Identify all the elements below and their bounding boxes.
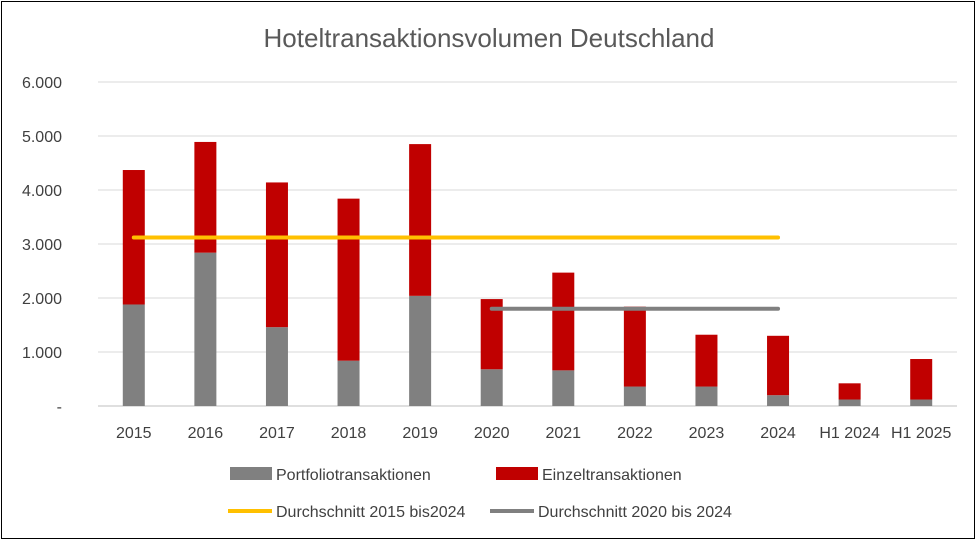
y-tick-label: 2.000 — [22, 291, 62, 308]
bar-portfoliotransaktionen — [838, 399, 861, 406]
y-tick-label: 3.000 — [22, 237, 62, 254]
bar-einzeltransaktionen — [910, 359, 933, 400]
legend: Portfoliotransaktionen Einzeltransaktione… — [228, 467, 732, 521]
x-tick-label: 2020 — [474, 425, 510, 442]
x-axis-ticks: 2015 2016 2017 2018 2019 2020 2021 2022 2023 2024… — [116, 425, 952, 442]
bar-portfoliotransaktionen — [265, 327, 288, 406]
x-tick-label: 2016 — [188, 425, 224, 442]
x-tick-label: 2023 — [689, 425, 725, 442]
y-tick-label: - — [57, 399, 62, 416]
x-tick-label: 2024 — [760, 425, 796, 442]
x-tick-label: 2017 — [259, 425, 295, 442]
bar-einzeltransaktionen — [265, 182, 288, 328]
bar-portfoliotransaktionen — [480, 369, 503, 406]
bar-portfoliotransaktionen — [409, 295, 432, 406]
y-tick-label: 6.000 — [22, 75, 62, 92]
y-tick-label: 4.000 — [22, 183, 62, 200]
legend-swatch — [496, 467, 538, 480]
legend-label: Durchschnitt 2020 bis 2024 — [538, 504, 732, 521]
x-tick-label: 2019 — [402, 425, 438, 442]
bar-einzeltransaktionen — [409, 144, 432, 296]
bar-einzeltransaktionen — [552, 272, 575, 371]
x-tick-label: 2015 — [116, 425, 152, 442]
bar-portfoliotransaktionen — [122, 304, 145, 406]
x-tick-label: H1 2024 — [819, 425, 880, 442]
legend-swatch — [230, 467, 272, 480]
x-tick-label: H1 2025 — [891, 425, 952, 442]
bar-einzeltransaktionen — [337, 198, 360, 361]
bar-portfoliotransaktionen — [194, 252, 217, 406]
bar-einzeltransaktionen — [767, 335, 790, 396]
y-tick-label: 5.000 — [22, 129, 62, 146]
bar-portfoliotransaktionen — [623, 386, 646, 406]
x-tick-label: 2018 — [331, 425, 367, 442]
bar-einzeltransaktionen — [838, 383, 861, 400]
legend-label: Durchschnitt 2015 bis2024 — [276, 504, 466, 521]
x-tick-label: 2021 — [545, 425, 581, 442]
gridlines — [98, 81, 957, 407]
y-axis-ticks: - 1.000 2.000 3.000 4.000 5.000 6.000 — [22, 75, 62, 416]
bars — [122, 141, 933, 406]
bar-einzeltransaktionen — [480, 299, 503, 370]
legend-label: Portfoliotransaktionen — [276, 467, 431, 484]
bar-einzeltransaktionen — [623, 306, 646, 387]
x-tick-label: 2022 — [617, 425, 653, 442]
bar-einzeltransaktionen — [194, 141, 217, 253]
chart-title: Hoteltransaktionsvolumen Deutschland — [264, 23, 715, 53]
legend-label: Einzeltransaktionen — [542, 467, 682, 484]
bar-portfoliotransaktionen — [910, 399, 933, 406]
bar-portfoliotransaktionen — [695, 386, 718, 406]
bar-portfoliotransaktionen — [337, 360, 360, 406]
average-lines — [131, 235, 781, 311]
bar-portfoliotransaktionen — [552, 370, 575, 406]
bar-einzeltransaktionen — [695, 334, 718, 387]
bar-portfoliotransaktionen — [767, 395, 790, 406]
y-tick-label: 1.000 — [22, 345, 62, 362]
